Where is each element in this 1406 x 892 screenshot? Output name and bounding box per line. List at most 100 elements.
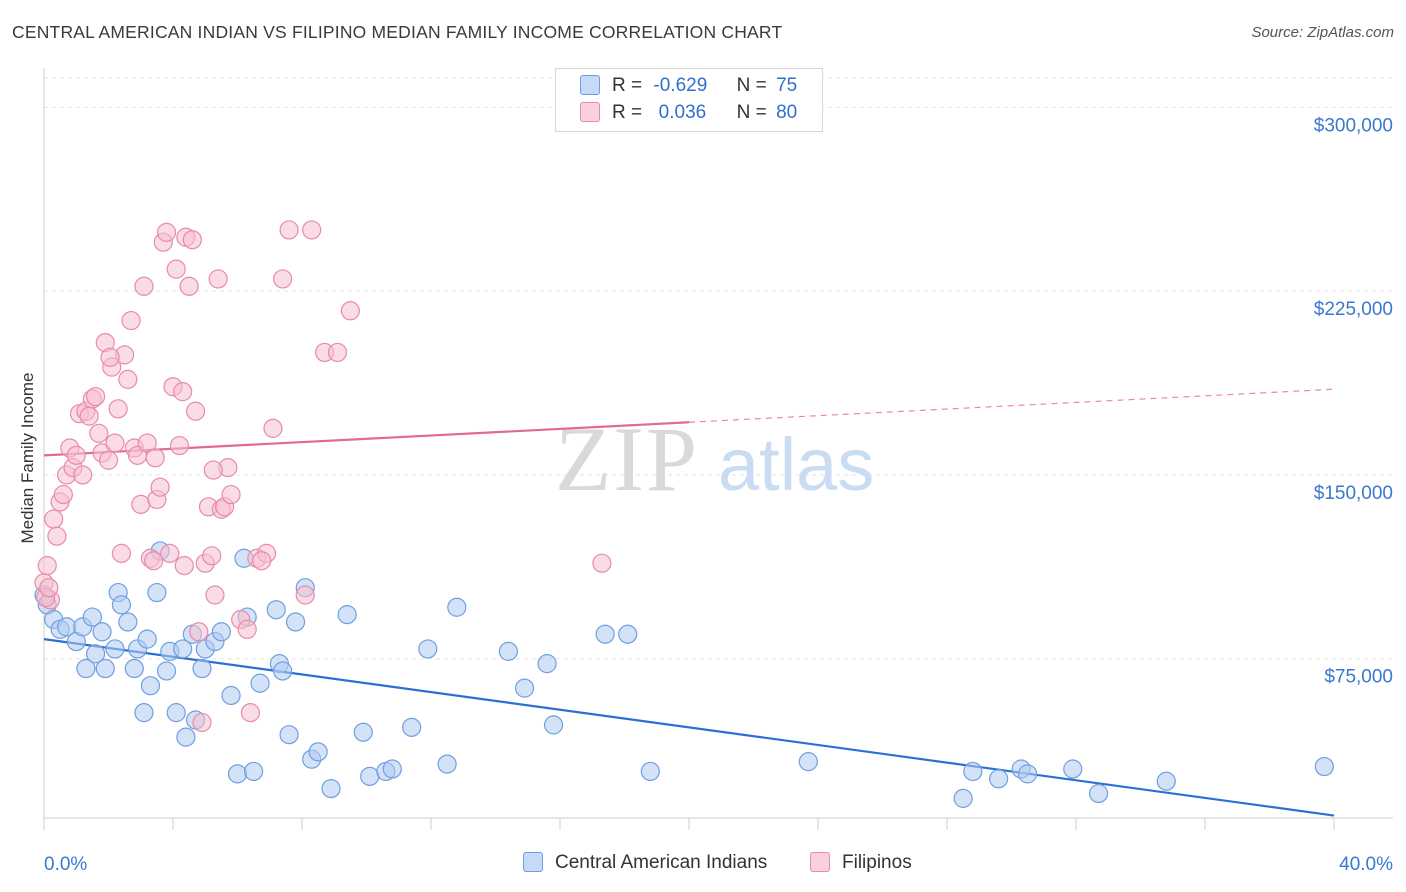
- data-points: [34, 220, 1334, 808]
- blue-point: [273, 661, 293, 681]
- pink-point: [39, 578, 59, 598]
- legend-n-value: 80: [776, 102, 798, 123]
- pink-point: [108, 399, 128, 419]
- legend-n-label: N =: [736, 75, 767, 96]
- pink-point: [166, 259, 186, 279]
- pink-point: [174, 556, 194, 576]
- y-axis-label: Median Family Income: [18, 372, 37, 543]
- pink-point: [118, 369, 138, 389]
- source-note: Source: ZipAtlas.com: [1251, 24, 1394, 41]
- blue-point: [1314, 756, 1334, 777]
- legend-r-label: R =: [612, 75, 643, 96]
- pink-point: [169, 435, 190, 456]
- blue-point: [543, 715, 564, 735]
- pink-point: [121, 310, 141, 331]
- legend-n-label: N =: [736, 102, 767, 123]
- blue-point: [963, 761, 983, 782]
- pink-point: [208, 269, 228, 289]
- blue-point: [76, 658, 96, 679]
- pink-point: [145, 448, 165, 468]
- grid: [44, 77, 1393, 660]
- legend-swatch-pink: [580, 102, 600, 122]
- pink-point: [273, 269, 293, 289]
- blue-point: [337, 605, 357, 625]
- pink-point: [131, 494, 151, 514]
- blue-point: [321, 778, 341, 799]
- legend-row-blue: R = -0.629 N = 75: [580, 75, 797, 99]
- blue-point: [124, 658, 144, 679]
- blue-point: [514, 678, 535, 698]
- pink-point: [160, 543, 180, 563]
- blue-point: [1063, 759, 1083, 779]
- blue-point: [82, 607, 102, 627]
- pink-point: [221, 484, 241, 505]
- pink-point: [105, 433, 125, 453]
- blue-point: [798, 752, 818, 772]
- trend-line: [43, 638, 1335, 817]
- pink-point: [240, 703, 260, 723]
- pink-point: [98, 450, 119, 470]
- blue-point: [134, 703, 154, 723]
- pink-point: [252, 551, 272, 571]
- pink-point: [156, 222, 177, 242]
- pink-point: [53, 484, 73, 505]
- blue-point: [595, 624, 615, 644]
- blue-point: [111, 595, 132, 615]
- legend-row-pink: R = 0.036 N = 80: [580, 102, 797, 126]
- watermark-atlas: atlas: [718, 423, 874, 506]
- pink-point: [202, 546, 222, 566]
- y-tick-label: $300,000: [1314, 115, 1393, 136]
- blue-point: [279, 725, 299, 745]
- blue-point: [92, 622, 112, 642]
- pink-point: [295, 585, 315, 605]
- legend-r-label: R =: [612, 102, 643, 123]
- legend-r-value: 0.036: [653, 102, 707, 123]
- pink-point: [66, 445, 86, 465]
- y-tick-label: $225,000: [1314, 299, 1393, 320]
- blue-point: [95, 658, 115, 679]
- blue-point: [285, 612, 306, 632]
- blue-point: [447, 597, 467, 617]
- pink-point: [37, 556, 57, 576]
- axes: [43, 68, 1393, 830]
- pink-point: [73, 465, 93, 485]
- bottom-legend-label-pink: Filipinos: [842, 852, 912, 873]
- pink-point: [192, 712, 212, 733]
- pink-point: [85, 386, 106, 407]
- blue-point: [211, 622, 231, 642]
- bottom-legend-swatch-pink: [810, 852, 830, 872]
- bottom-legend-swatch-blue: [523, 852, 543, 872]
- blue-point: [192, 658, 212, 679]
- pink-point: [189, 622, 209, 642]
- blue-point: [382, 759, 402, 779]
- bottom-legend-label-blue: Central American Indians: [555, 852, 768, 873]
- pink-point: [263, 418, 283, 438]
- chart-title: CENTRAL AMERICAN INDIAN VS FILIPINO MEDI…: [12, 22, 783, 42]
- blue-point: [988, 769, 1009, 789]
- blue-point: [437, 754, 457, 774]
- pink-point: [205, 585, 225, 605]
- pink-point: [100, 347, 120, 367]
- pink-point: [237, 619, 257, 639]
- blue-point: [1088, 783, 1109, 804]
- pink-point: [89, 423, 109, 443]
- trend-line-extension: [688, 388, 1335, 423]
- legend-box: R = -0.629 N = 75 R = 0.036 N = 80: [555, 68, 823, 132]
- pink-point: [203, 460, 223, 480]
- blue-point: [221, 685, 241, 706]
- blue-point: [244, 761, 264, 782]
- blue-point: [360, 766, 380, 786]
- blue-point: [118, 612, 138, 632]
- blue-point: [308, 742, 328, 762]
- blue-point: [1018, 764, 1038, 784]
- y-tick-label: $75,000: [1324, 667, 1393, 688]
- blue-point: [156, 661, 177, 681]
- legend-swatch-blue: [580, 75, 600, 95]
- pink-point: [150, 477, 170, 497]
- pink-point: [182, 230, 202, 250]
- blue-point: [266, 600, 286, 620]
- pink-point: [279, 220, 299, 240]
- blue-point: [176, 727, 196, 747]
- pink-point: [44, 509, 64, 529]
